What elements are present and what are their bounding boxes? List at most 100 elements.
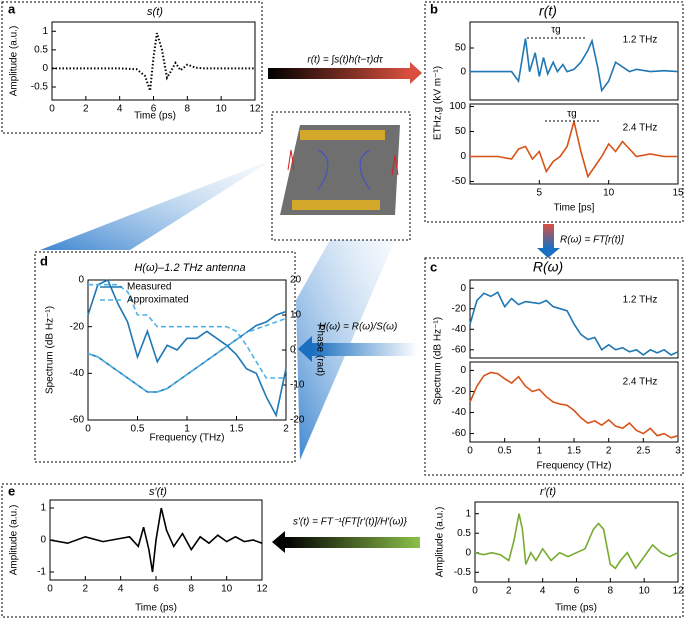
x-tick-label: 6 bbox=[153, 584, 159, 595]
y-tick-label: 0.5 bbox=[457, 528, 471, 539]
chart-title: R(ω) bbox=[533, 259, 563, 275]
x-tick-label: 0 bbox=[467, 446, 473, 457]
panel-label: a bbox=[8, 1, 16, 16]
chart-title: r′(t) bbox=[540, 486, 556, 498]
x-tick-label: 10 bbox=[221, 584, 233, 595]
arrow-head bbox=[537, 248, 560, 258]
data-line bbox=[469, 371, 679, 439]
arrow bbox=[285, 537, 420, 548]
y-axis-label: Spectrum (dB Hz⁻¹) bbox=[433, 317, 444, 405]
chart-title: r(t) bbox=[539, 3, 557, 19]
data-line bbox=[49, 507, 263, 573]
x-tick-label: 12 bbox=[672, 586, 684, 597]
plot-frame bbox=[469, 103, 679, 185]
annotation: τg bbox=[551, 25, 561, 36]
plot-frame bbox=[469, 279, 679, 359]
y-tick-label: -60 bbox=[70, 415, 85, 426]
x-tick-label: 6 bbox=[151, 104, 157, 115]
x-tick-label: 1 bbox=[537, 446, 543, 457]
x-tick-label: 10 bbox=[603, 188, 615, 199]
equation: r(t) = ∫s(t)h(t−τ)dτ bbox=[307, 55, 383, 66]
y2-tick-label: 10 bbox=[290, 310, 302, 321]
arrow-head bbox=[298, 336, 312, 362]
y-tick-label: 1 bbox=[40, 503, 46, 514]
pad bbox=[292, 200, 380, 210]
chart-title: s′(t) bbox=[149, 486, 167, 498]
panel-box bbox=[424, 1, 684, 223]
legend-label: Approximated bbox=[127, 295, 189, 306]
equation: s′(t) = FT⁻¹{FT[r′(t)]/H′(ω)} bbox=[293, 517, 408, 528]
x-tick-label: 3 bbox=[675, 446, 681, 457]
y-axis-label: ETHz,g (kV m⁻¹) bbox=[433, 66, 444, 140]
x-tick-label: 8 bbox=[185, 104, 191, 115]
x-axis-label: Frequency (THz) bbox=[536, 461, 611, 472]
y-tick-label: 0 bbox=[460, 365, 466, 376]
y-tick-label: 1 bbox=[465, 508, 471, 519]
panel-label: e bbox=[8, 483, 15, 498]
x-tick-label: 0 bbox=[47, 584, 53, 595]
x-tick-label: 2 bbox=[83, 584, 89, 595]
panel-label: b bbox=[430, 1, 438, 16]
x-tick-label: 5 bbox=[537, 188, 543, 199]
y-tick-label: 50 bbox=[455, 126, 467, 137]
x-tick-label: 4 bbox=[540, 586, 546, 597]
x-tick-label: 1 bbox=[184, 424, 190, 435]
y-axis-label: Amplitude (a.u.) bbox=[435, 507, 446, 578]
annotation: 1.2 THz bbox=[623, 295, 658, 306]
y-tick-label: -20 bbox=[70, 321, 85, 332]
data-line bbox=[470, 38, 679, 93]
x-tick-label: 15 bbox=[672, 188, 684, 199]
x-tick-label: 2 bbox=[506, 586, 512, 597]
device bbox=[280, 125, 400, 215]
y-tick-label: -40 bbox=[452, 407, 467, 418]
panel-box bbox=[1, 1, 263, 134]
plot-frame bbox=[474, 501, 679, 583]
y-tick-label: 0 bbox=[460, 151, 466, 162]
x-axis-label: Time (ps) bbox=[555, 603, 597, 614]
x-tick-label: 0 bbox=[472, 586, 478, 597]
y-tick-label: -50 bbox=[452, 176, 467, 187]
projection bbox=[40, 160, 272, 250]
y-tick-label: -40 bbox=[70, 368, 85, 379]
x-tick-label: 2 bbox=[606, 446, 612, 457]
x-tick-label: 2 bbox=[83, 104, 89, 115]
y-axis-label: Amplitude (a.u.) bbox=[9, 505, 20, 576]
data-line bbox=[469, 291, 679, 356]
chart-title: s(t) bbox=[147, 6, 163, 18]
data-line bbox=[87, 317, 287, 393]
x-tick-label: 8 bbox=[608, 586, 614, 597]
x-tick-label: 1.5 bbox=[230, 424, 244, 435]
y-tick-label: -0.5 bbox=[31, 82, 49, 93]
panel-label: d bbox=[40, 253, 48, 268]
x-tick-label: 2 bbox=[283, 424, 289, 435]
y2-tick-label: -20 bbox=[290, 415, 305, 426]
y-tick-label: -60 bbox=[452, 428, 467, 439]
legend-label: Measured bbox=[127, 282, 171, 293]
panel-label: c bbox=[430, 259, 437, 274]
data-line bbox=[87, 278, 287, 418]
antenna bbox=[317, 149, 371, 191]
arrow-head bbox=[272, 531, 285, 553]
x-tick-label: 6 bbox=[574, 586, 580, 597]
x-axis-label: Time (ps) bbox=[135, 603, 177, 614]
x-tick-label: 0 bbox=[85, 424, 91, 435]
y-tick-label: -60 bbox=[452, 344, 467, 355]
x-tick-label: 1.5 bbox=[567, 446, 581, 457]
x-tick-label: 4 bbox=[117, 104, 123, 115]
y-tick-label: 0 bbox=[42, 63, 48, 74]
y-tick-label: -20 bbox=[452, 303, 467, 314]
x-axis-label: Time [ps] bbox=[554, 203, 595, 214]
y-tick-label: 1 bbox=[42, 26, 48, 37]
y-tick-label: 0 bbox=[460, 66, 466, 77]
data-line bbox=[474, 513, 679, 570]
x-tick-label: 12 bbox=[256, 584, 268, 595]
x-axis-label: Frequency (THz) bbox=[149, 433, 224, 444]
panel-box bbox=[34, 251, 296, 463]
x-tick-label: 2.5 bbox=[636, 446, 650, 457]
y-tick-label: 0 bbox=[40, 535, 46, 546]
y2-tick-label: 20 bbox=[290, 275, 302, 286]
arrow bbox=[543, 224, 554, 248]
data-line bbox=[52, 32, 255, 92]
equation: H(ω) = R(ω)/S(ω) bbox=[319, 322, 398, 333]
